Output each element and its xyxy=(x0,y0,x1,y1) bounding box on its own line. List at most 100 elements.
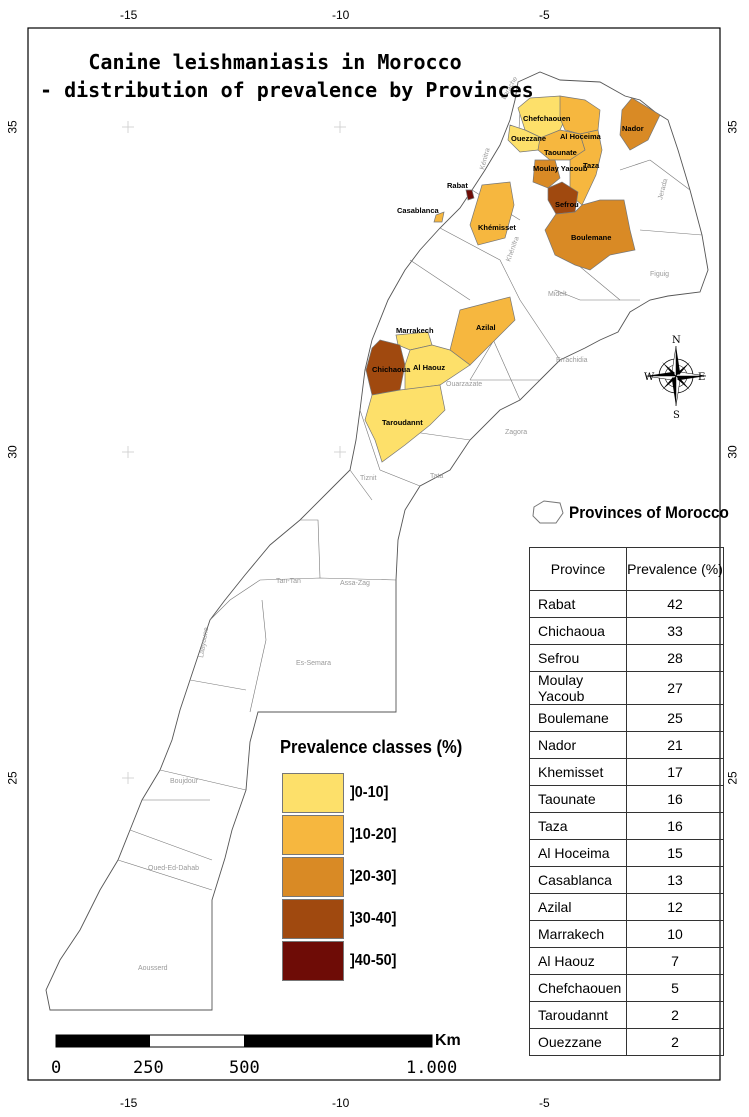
label-al-hoceima: Al Hoceima xyxy=(560,132,602,141)
label-figuig: Figuig xyxy=(650,271,669,278)
label-sefrou: Sefrou xyxy=(555,200,579,209)
label-taounate: Taounate xyxy=(544,148,577,157)
province-moulay-yacoub xyxy=(532,159,561,189)
label-nador: Nador xyxy=(622,124,644,133)
legend-label-10-20: ]10-20] xyxy=(350,826,397,843)
label-tan-tan: Tan-Tan xyxy=(276,578,301,585)
table-row: Moulay Yacoub 27 xyxy=(529,671,724,705)
legend-swatch-30-40 xyxy=(282,899,344,939)
table-row: Taounate 16 xyxy=(529,785,724,813)
label-tata: Tata xyxy=(430,473,443,480)
row-value: 17 xyxy=(626,758,724,786)
row-value: 16 xyxy=(626,812,724,840)
top-tick-1: -15 xyxy=(120,8,138,22)
legend-label-40-50: ]40-50] xyxy=(350,952,397,969)
row-value: 27 xyxy=(626,671,724,705)
table-row: Chefchaouen 5 xyxy=(529,974,724,1002)
legend-label-30-40: ]30-40] xyxy=(350,910,397,927)
row-province: Marrakech xyxy=(529,920,627,948)
province-taroudannt xyxy=(364,384,446,463)
legend-swatch-20-30 xyxy=(282,857,344,897)
table-header-row: Province Prevalence (%) xyxy=(529,547,724,591)
table-row: Khemisset 17 xyxy=(529,758,724,786)
row-province: Khemisset xyxy=(529,758,627,786)
table-row: Al Hoceima 15 xyxy=(529,839,724,867)
row-value: 15 xyxy=(626,839,724,867)
label-marrakech: Marrakech xyxy=(396,326,434,335)
right-tick-1: 35 xyxy=(725,120,740,134)
label-boulemane: Boulemane xyxy=(571,233,611,242)
table-row: Chichaoua 33 xyxy=(529,617,724,645)
left-tick-3: 25 xyxy=(5,771,20,785)
row-province: Azilal xyxy=(529,893,627,921)
row-value: 2 xyxy=(626,1001,724,1029)
label-chefchaouen: Chefchaouen xyxy=(523,114,571,123)
scale-label-500: 500 xyxy=(229,1058,260,1078)
label-boujdour: Boujdour xyxy=(170,778,199,785)
label-tiznit: Tiznit xyxy=(360,475,377,482)
scale-label-0: 0 xyxy=(51,1058,62,1078)
row-province: Taza xyxy=(529,812,627,840)
label-taroudannt: Taroudannt xyxy=(382,418,423,427)
bottom-tick-3: -5 xyxy=(539,1096,550,1110)
provinces-legend-label: Provinces of Morocco xyxy=(569,503,729,522)
prevalence-table: Province Prevalence (%) Rabat 42 Chichaou… xyxy=(529,547,724,1056)
province-casablanca xyxy=(433,211,445,223)
header-prevalence: Prevalence (%) xyxy=(626,547,724,591)
row-province: Al Hoceima xyxy=(529,839,627,867)
compass-w: W xyxy=(644,372,655,383)
row-province: Casablanca xyxy=(529,866,627,894)
label-rabat: Rabat xyxy=(447,181,468,190)
row-value: 5 xyxy=(626,974,724,1002)
right-tick-3: 25 xyxy=(725,771,740,785)
left-tick-1: 35 xyxy=(5,120,20,134)
row-province: Rabat xyxy=(529,590,627,618)
row-value: 13 xyxy=(626,866,724,894)
other-province-labels: Midelt Figuig Errachidia Ouarzazate Zago… xyxy=(138,76,669,972)
label-assa-zag: Assa-Zag xyxy=(340,580,370,587)
row-province: Nador xyxy=(529,731,627,759)
legend-label-0-10: ]0-10] xyxy=(350,784,389,801)
prevalence-provinces xyxy=(364,95,661,463)
row-value: 10 xyxy=(626,920,724,948)
label-taza: Taza xyxy=(583,161,600,170)
scale-bar xyxy=(55,1034,433,1048)
row-province: Sefrou xyxy=(529,644,627,672)
provinces-legend-symbol xyxy=(532,500,564,524)
table-row: Nador 21 xyxy=(529,731,724,759)
label-errachidia: Errachidia xyxy=(556,357,588,364)
scale-label-1000: 1.000 xyxy=(406,1058,458,1078)
table-row: Taza 16 xyxy=(529,812,724,840)
table-row: Al Haouz 7 xyxy=(529,947,724,975)
label-zagora: Zagora xyxy=(505,429,527,436)
label-casablanca: Casablanca xyxy=(397,206,440,215)
compass-s: S xyxy=(673,410,680,421)
morocco-outline xyxy=(45,71,709,1011)
label-midelt: Midelt xyxy=(548,291,567,298)
label-azilal: Azilal xyxy=(476,323,496,332)
scale-unit: Km xyxy=(435,1032,461,1049)
row-value: 12 xyxy=(626,893,724,921)
title-line-1: Canine leishmaniasis in Morocco xyxy=(88,50,462,74)
legend-title: Prevalence classes (%) xyxy=(280,737,463,757)
table-row: Ouezzane 2 xyxy=(529,1028,724,1056)
province-nador xyxy=(619,97,661,151)
row-province: Taounate xyxy=(529,785,627,813)
compass-rose: N S E W xyxy=(644,335,707,421)
legend-label-20-30: ]20-30] xyxy=(350,868,397,885)
row-province: Al Haouz xyxy=(529,947,627,975)
row-value: 21 xyxy=(626,731,724,759)
label-es-semara: Es-Semara xyxy=(296,660,331,667)
label-ouarzazate: Ouarzazate xyxy=(446,381,482,388)
top-tick-3: -5 xyxy=(539,8,550,22)
row-province: Taroudannt xyxy=(529,1001,627,1029)
compass-e: E xyxy=(698,372,705,383)
left-tick-2: 30 xyxy=(5,445,20,459)
bottom-tick-2: -10 xyxy=(332,1096,350,1110)
scale-label-250: 250 xyxy=(133,1058,164,1078)
row-value: 28 xyxy=(626,644,724,672)
label-oued-ed-dahab: Oued-Ed-Dahab xyxy=(148,865,199,872)
row-value: 33 xyxy=(626,617,724,645)
row-province: Ouezzane xyxy=(529,1028,627,1056)
